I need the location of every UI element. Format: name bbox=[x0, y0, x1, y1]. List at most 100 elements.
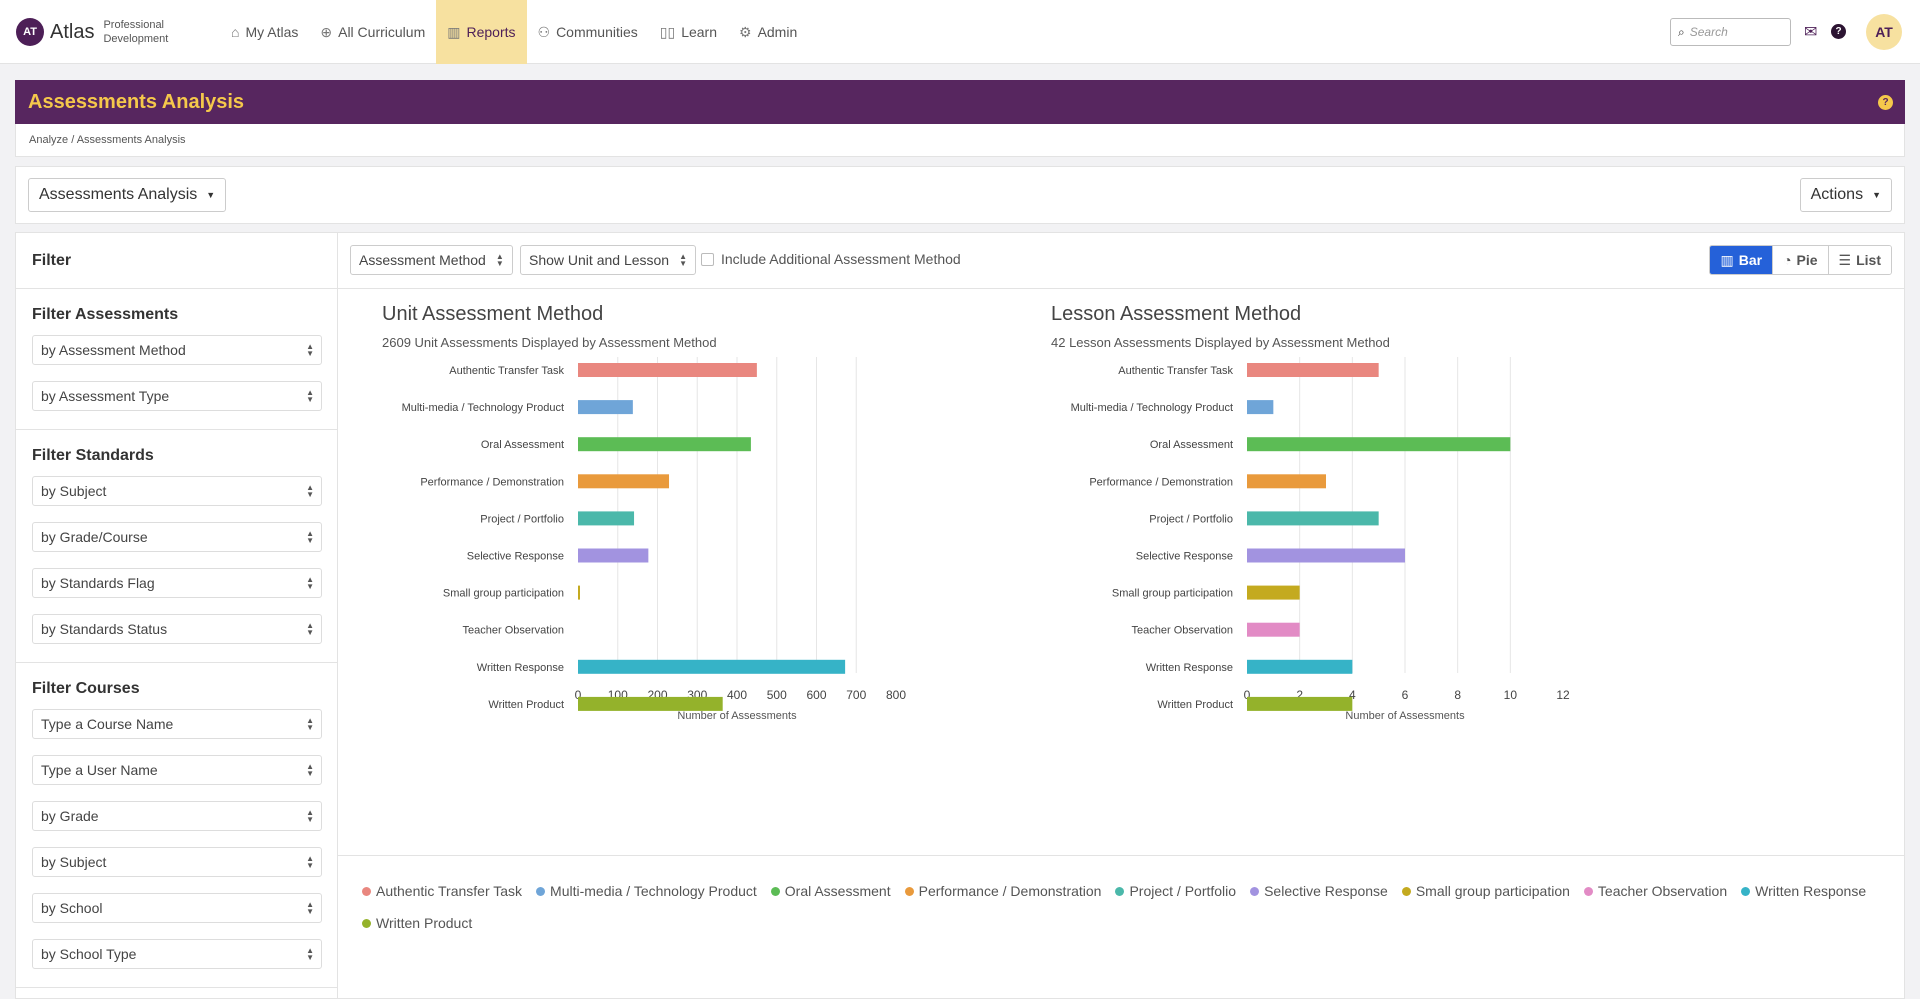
nav-label: My Atlas bbox=[245, 24, 299, 40]
view-bar-button[interactable]: ▥ Bar bbox=[1710, 246, 1773, 274]
report-selector-dropdown[interactable]: Assessments Analysis ▼ bbox=[28, 178, 227, 212]
bar-teacher-observation[interactable] bbox=[1247, 622, 1300, 637]
include-additional-checkbox[interactable]: Include Additional Assessment Method bbox=[701, 251, 961, 267]
view-pie-button[interactable]: ◔ Pie bbox=[1772, 246, 1828, 274]
my-atlas-icon: ⌂ bbox=[231, 24, 240, 40]
bar-small-group-participation[interactable] bbox=[578, 585, 580, 600]
mail-icon[interactable]: ✉ bbox=[1804, 24, 1818, 41]
select-arrows-icon: ▲ ▼ bbox=[306, 854, 314, 870]
nav-learn[interactable]: ▯▯ Learn bbox=[649, 0, 728, 64]
bar-selective-response[interactable] bbox=[578, 548, 649, 563]
legend-dot-icon bbox=[362, 918, 371, 928]
legend-item-performance-demonstration[interactable]: Performance / Demonstration bbox=[904, 881, 1102, 901]
legend-label: Authentic Transfer Task bbox=[376, 883, 523, 899]
nav-communities[interactable]: ⚇ Communities bbox=[527, 0, 649, 64]
bar-written-product[interactable] bbox=[578, 696, 723, 711]
nav-admin[interactable]: ⚙ Admin bbox=[728, 0, 808, 64]
bar-written-response[interactable] bbox=[1247, 659, 1353, 674]
filter-select-by-school-type[interactable]: by School Type ▲ ▼ bbox=[32, 939, 322, 969]
filter-select-by-grade-course[interactable]: by Grade/Course ▲ ▼ bbox=[32, 522, 322, 552]
page-help-icon[interactable]: ? bbox=[1878, 95, 1893, 110]
user-avatar[interactable]: AT bbox=[1866, 14, 1902, 50]
nav-all-curriculum[interactable]: ⊕ All Curriculum bbox=[309, 0, 436, 64]
legend-dot-icon bbox=[770, 886, 780, 896]
brand-logo[interactable]: AT Atlas Professional Development bbox=[16, 18, 168, 46]
bar-selective-response[interactable] bbox=[1247, 548, 1405, 563]
show-scope-select[interactable]: Show Unit and Lesson ▲ ▼ bbox=[520, 245, 697, 275]
bar-small-group-participation[interactable] bbox=[1247, 585, 1300, 600]
chart-title: Lesson Assessment Method bbox=[1051, 303, 1301, 325]
nav-label: Reports bbox=[466, 24, 516, 40]
brand-subtitle-line1: Professional bbox=[103, 19, 165, 31]
bar-performance-demonstration[interactable] bbox=[1247, 474, 1326, 489]
chart-subtitle: 2609 Unit Assessments Displayed by Asses… bbox=[382, 335, 717, 350]
x-tick-label: 6 bbox=[1402, 688, 1409, 702]
select-arrows-icon: ▲ ▼ bbox=[306, 716, 314, 732]
legend-item-project-portfolio[interactable]: Project / Portfolio bbox=[1115, 881, 1236, 901]
group-by-select[interactable]: Assessment Method ▲ ▼ bbox=[350, 245, 513, 275]
select-arrows-icon: ▲ ▼ bbox=[495, 252, 504, 268]
nav-reports[interactable]: ▥ Reports bbox=[436, 0, 527, 64]
bar-chart-icon: ▥ bbox=[1720, 251, 1734, 268]
filter-select-by-subject[interactable]: by Subject ▲ ▼ bbox=[32, 476, 322, 506]
filter-select-by-standards-flag[interactable]: by Standards Flag ▲ ▼ bbox=[32, 568, 322, 598]
group-by-value: Assessment Method bbox=[359, 252, 486, 268]
chart-unit-assessment-method: Unit Assessment Method 2609 Unit Assessme… bbox=[382, 303, 906, 722]
report-selector-label: Assessments Analysis bbox=[39, 186, 198, 203]
bar-written-product[interactable] bbox=[1247, 696, 1353, 711]
legend-item-authentic-transfer-task[interactable]: Authentic Transfer Task bbox=[362, 881, 522, 901]
legend-dot-icon bbox=[1115, 886, 1125, 896]
legend-item-multi-media-technology-product[interactable]: Multi-media / Technology Product bbox=[536, 881, 757, 901]
breadcrumb[interactable]: Analyze / Assessments Analysis bbox=[15, 124, 1905, 157]
filter-select-by-subject[interactable]: by Subject ▲ ▼ bbox=[32, 847, 322, 877]
category-label: Selective Response bbox=[1136, 551, 1233, 563]
search-box[interactable]: ⌕ bbox=[1670, 18, 1791, 46]
chart-legend: Authentic Transfer Task Multi-media / Tec… bbox=[362, 881, 1882, 933]
help-icon[interactable]: ? bbox=[1831, 24, 1846, 39]
filter-select-by-assessment-type[interactable]: by Assessment Type ▲ ▼ bbox=[32, 381, 322, 411]
bar-oral-assessment[interactable] bbox=[1247, 437, 1511, 452]
checkbox-box[interactable] bbox=[701, 252, 714, 266]
legend-item-oral-assessment[interactable]: Oral Assessment bbox=[770, 881, 891, 901]
bar-written-response[interactable] bbox=[578, 659, 846, 674]
page-title: Assessments Analysis bbox=[28, 91, 245, 113]
filter-select-by-standards-status[interactable]: by Standards Status ▲ ▼ bbox=[32, 614, 322, 644]
legend-label: Performance / Demonstration bbox=[918, 883, 1102, 899]
legend-item-written-product[interactable]: Written Product bbox=[362, 913, 472, 933]
filter-select-by-grade[interactable]: by Grade ▲ ▼ bbox=[32, 801, 322, 831]
filter-select-type-a-user-name[interactable]: Type a User Name ▲ ▼ bbox=[32, 755, 322, 785]
report-main: Assessment Method ▲ ▼ Show Unit and Lesso… bbox=[338, 232, 1905, 999]
view-list-button[interactable]: ☰ List bbox=[1827, 246, 1891, 274]
select-arrows-icon: ▲ ▼ bbox=[306, 342, 314, 358]
legend-label: Multi-media / Technology Product bbox=[550, 883, 757, 899]
bar-project-portfolio[interactable] bbox=[578, 511, 635, 526]
bar-project-portfolio[interactable] bbox=[1247, 511, 1379, 526]
admin-icon: ⚙ bbox=[739, 23, 752, 40]
bar-multi-media-technology-product[interactable] bbox=[578, 400, 633, 415]
filter-select-by-assessment-method[interactable]: by Assessment Method ▲ ▼ bbox=[32, 335, 322, 365]
bar-authentic-transfer-task[interactable] bbox=[578, 363, 757, 377]
category-label: Authentic Transfer Task bbox=[1118, 365, 1233, 377]
filter-select-type-a-course-name[interactable]: Type a Course Name ▲ ▼ bbox=[32, 709, 322, 739]
legend-label: Selective Response bbox=[1264, 883, 1388, 899]
filter-select-by-school[interactable]: by School ▲ ▼ bbox=[32, 893, 322, 923]
filter-select-value: by Assessment Type bbox=[41, 388, 170, 404]
legend-item-selective-response[interactable]: Selective Response bbox=[1250, 881, 1388, 901]
x-axis-label: Number of Assessments bbox=[677, 710, 797, 722]
x-tick-label: 400 bbox=[727, 688, 747, 702]
chart-title: Unit Assessment Method bbox=[382, 303, 603, 325]
bar-multi-media-technology-product[interactable] bbox=[1247, 400, 1274, 415]
nav-my-atlas[interactable]: ⌂ My Atlas bbox=[220, 0, 309, 64]
legend-item-written-response[interactable]: Written Response bbox=[1741, 881, 1866, 901]
bar-authentic-transfer-task[interactable] bbox=[1247, 363, 1379, 377]
legend-item-small-group-participation[interactable]: Small group participation bbox=[1401, 881, 1570, 901]
filter-heading: Filter bbox=[16, 233, 337, 289]
actions-dropdown[interactable]: Actions ▼ bbox=[1799, 178, 1892, 212]
bar-performance-demonstration[interactable] bbox=[578, 474, 670, 489]
category-label: Oral Assessment bbox=[1150, 439, 1233, 451]
x-tick-label: 600 bbox=[806, 688, 826, 702]
search-input[interactable] bbox=[1689, 25, 1785, 39]
bar-oral-assessment[interactable] bbox=[578, 437, 751, 452]
legend-item-teacher-observation[interactable]: Teacher Observation bbox=[1583, 881, 1727, 901]
filter-section-title: Filter Assessments bbox=[32, 306, 179, 323]
